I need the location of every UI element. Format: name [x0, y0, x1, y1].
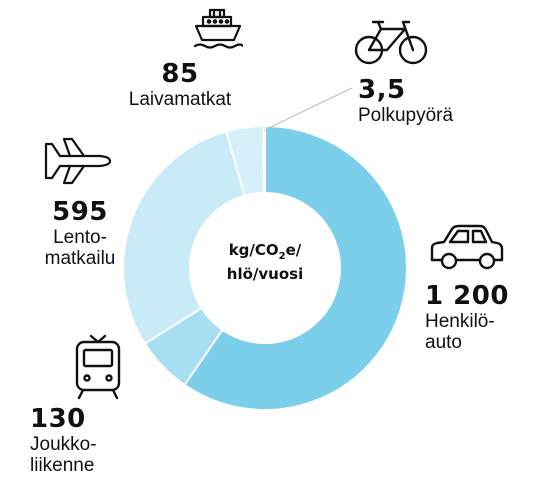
slice-label-ship: 85 Laivamatkat [100, 59, 260, 111]
slice-label-bicycle: 3,5 Polkupyörä [358, 75, 454, 127]
value-label: 85 [161, 59, 199, 89]
train-icon [75, 334, 121, 400]
slice-car [183, 124, 408, 411]
name-label-line2: auto [425, 332, 462, 354]
slice-bicycle [262, 124, 266, 195]
name-label-line1: Lento- [53, 227, 107, 249]
value-label: 595 [52, 197, 108, 227]
name-label-line1: Joukko- [30, 434, 97, 456]
value-label: 130 [30, 404, 86, 434]
airplane-icon [44, 137, 112, 185]
ship-icon [193, 8, 243, 49]
bicycle-leader-line [264, 87, 353, 131]
slice-airplane [122, 130, 246, 346]
name-label: Polkupyörä [358, 105, 454, 127]
car-icon [430, 224, 504, 270]
center-label: kg/CO2e/ hlö/vuosi [226, 241, 304, 283]
name-label-line2: matkailu [44, 248, 116, 270]
value-label: 3,5 [358, 75, 406, 105]
bicycle-icon [354, 20, 428, 65]
slice-label-airplane: 595 Lento- matkailu [30, 197, 130, 270]
name-label-line2: liikenne [30, 455, 95, 477]
name-label: Laivamatkat [128, 89, 232, 111]
value-label: 1 200 [425, 281, 509, 311]
slice-label-car: 1 200 Henkilö- auto [425, 281, 509, 354]
slice-label-train: 130 Joukko- liikenne [30, 404, 97, 477]
name-label-line1: Henkilö- [425, 311, 495, 333]
